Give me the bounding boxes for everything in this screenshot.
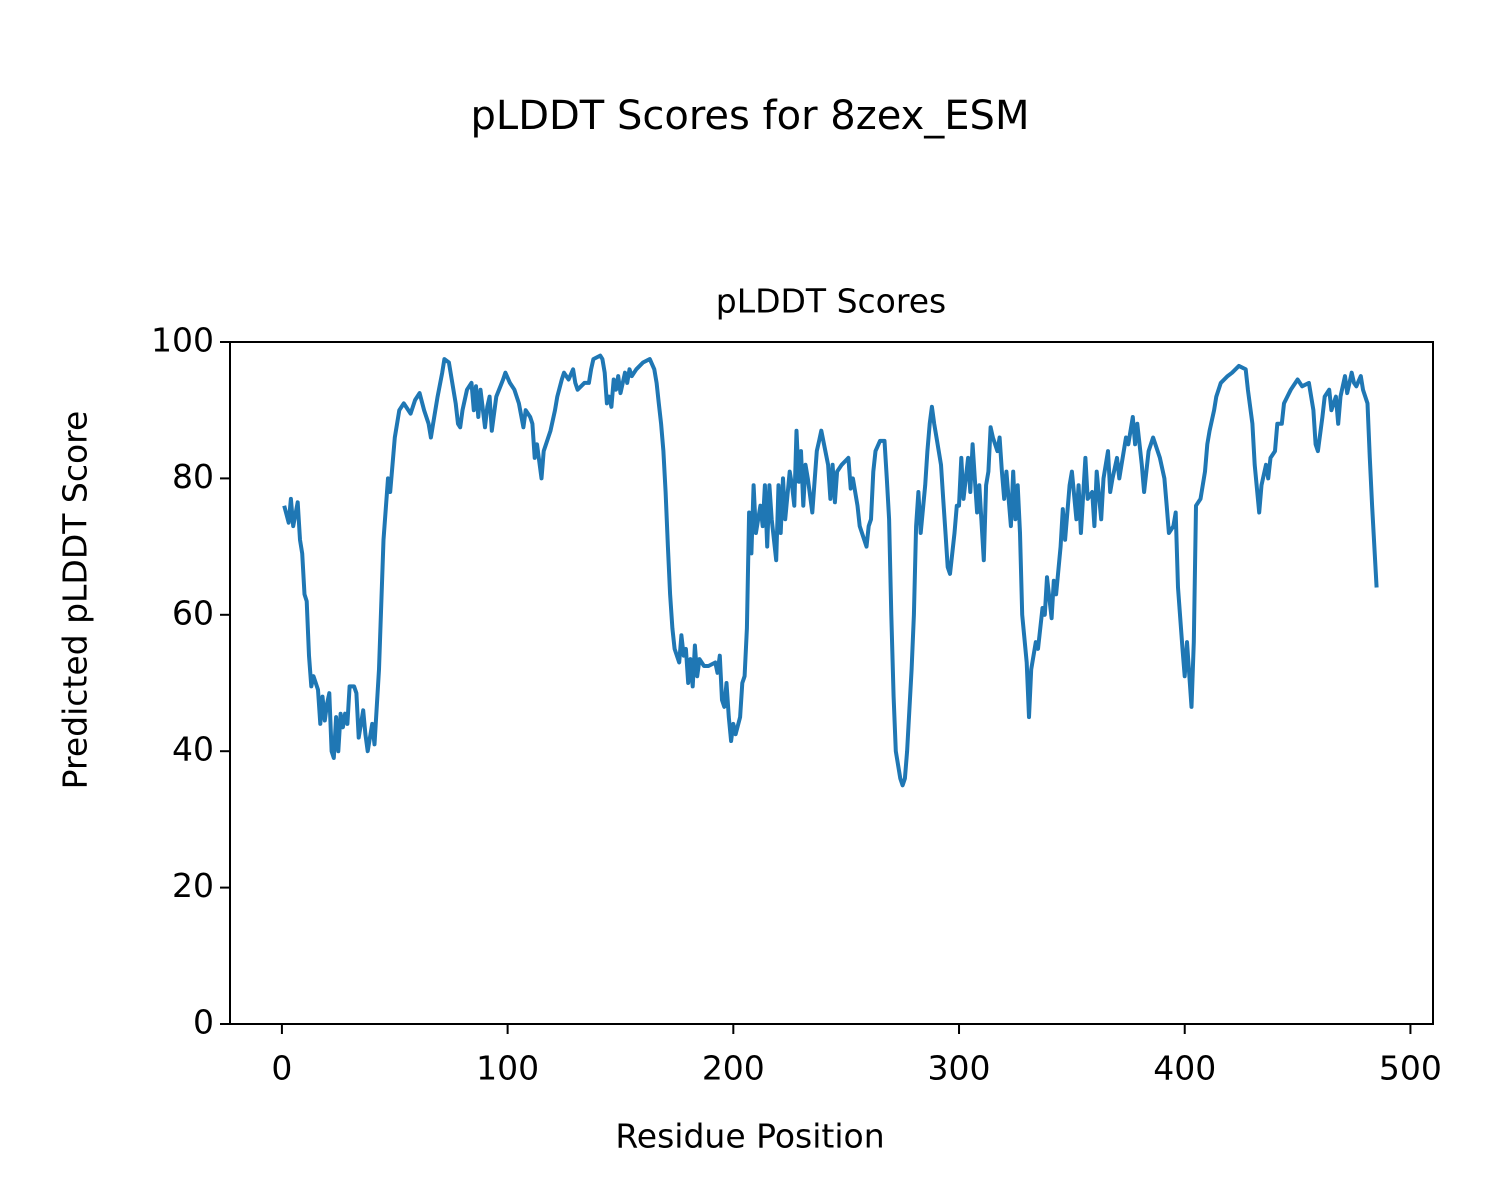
- y-tick-label: 60: [172, 593, 214, 632]
- x-tick-label: 300: [928, 1049, 991, 1088]
- y-tick-label: 100: [151, 321, 214, 360]
- chart-title: pLDDT Scores for 8zex_ESM: [471, 93, 1030, 139]
- x-tick-label: 500: [1379, 1049, 1442, 1088]
- data-line: [282, 353, 1379, 788]
- y-tick-label: 0: [193, 1003, 214, 1042]
- y-tick-label: 40: [172, 730, 214, 769]
- x-axis-label: Residue Position: [615, 1117, 884, 1156]
- x-tick-label: 100: [476, 1049, 539, 1088]
- x-tick-label: 0: [271, 1049, 292, 1088]
- y-axis-label: Predicted pLDDT Score: [56, 411, 95, 790]
- y-tick-label: 80: [172, 457, 214, 496]
- x-tick-label: 200: [702, 1049, 765, 1088]
- chart-subtitle: pLDDT Scores: [716, 282, 946, 321]
- y-tick-label: 20: [172, 866, 214, 905]
- plot-frame: [229, 341, 1434, 1025]
- x-tick-label: 400: [1153, 1049, 1216, 1088]
